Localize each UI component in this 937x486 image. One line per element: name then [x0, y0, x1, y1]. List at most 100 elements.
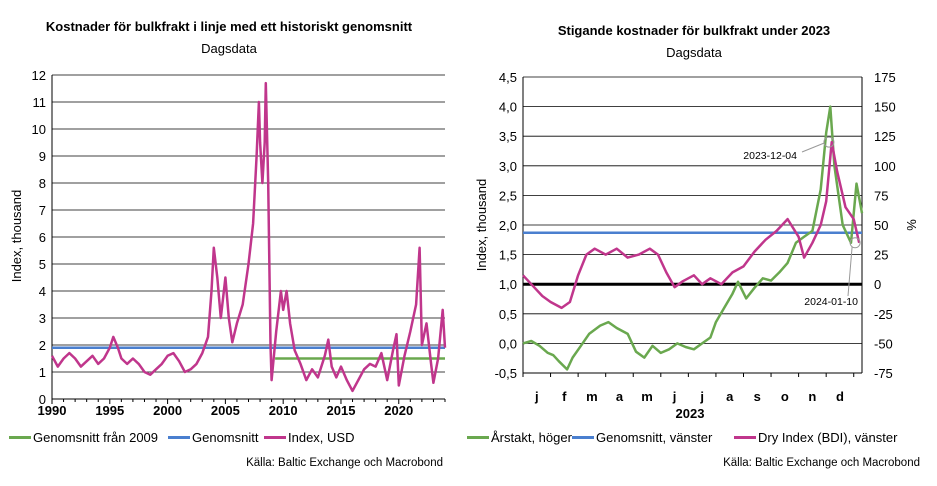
y-tick-label-left: 2,0 [499, 218, 517, 233]
right-y-axis-label-left: Index, thousand [474, 179, 489, 272]
x-tick-label: a [616, 389, 624, 404]
y-tick-label-right: -75 [874, 366, 893, 381]
left-chart-subtitle: Dagsdata [201, 41, 257, 56]
left-legend: Genomsnitt från 2009 Genomsnitt Index, U… [9, 430, 354, 445]
y-tick-label-left: 3,5 [499, 129, 517, 144]
y-tick-label-left: -0,5 [495, 366, 517, 381]
right-year-label: 2023 [676, 406, 705, 421]
y-tick-label-left: 4,0 [499, 100, 517, 115]
annotation-leader [801, 142, 825, 153]
y-tick-label: 3 [39, 311, 46, 326]
y-tick-label-left: 0,5 [499, 307, 517, 322]
series-line [522, 140, 861, 310]
right-legend-item-3: Dry Index (BDI), vänster [758, 430, 898, 445]
x-tick-label: m [641, 389, 653, 404]
x-tick-label: j [672, 389, 677, 404]
right-y-axis-label-right: % [904, 219, 919, 231]
legend-swatch-green [467, 436, 489, 439]
right-annotations: 2023-12-04 2024-01-10 [743, 136, 861, 308]
left-y-axis-label: Index, thousand [9, 190, 24, 283]
x-tick-label: 1995 [95, 403, 124, 418]
annotation-marker [823, 136, 835, 148]
x-tick-label: 2010 [269, 403, 298, 418]
left-legend-item-2: Genomsnitt [192, 430, 259, 445]
y-tick-label: 9 [39, 149, 46, 164]
right-legend-item-2: Genomsnitt, vänster [596, 430, 713, 445]
right-source: Källa: Baltic Exchange och Macrobond [723, 457, 920, 469]
legend-swatch-magenta [264, 436, 286, 439]
right-chart: Stigande kostnader för bulkfrakt under 2… [467, 23, 920, 469]
x-tick-label: n [808, 389, 816, 404]
y-tick-label-right: 50 [874, 218, 888, 233]
y-tick-label: 0 [39, 392, 46, 407]
left-gridlines [51, 74, 446, 404]
y-tick-label: 5 [39, 257, 46, 272]
x-tick-label: 2005 [211, 403, 240, 418]
x-tick-label: s [754, 389, 761, 404]
left-source: Källa: Baltic Exchange och Macrobond [246, 457, 443, 469]
y-tick-label-left: 1,5 [499, 248, 517, 263]
right-y-tick-labels-right: -75 -50 -25 0 25 50 75 100 125 150 175 [874, 70, 896, 381]
y-tick-label-right: -25 [874, 307, 893, 322]
left-x-tick-labels: 1990 1995 2000 2005 2010 2015 2020 [38, 403, 414, 418]
x-tick-label: d [836, 389, 844, 404]
annotation-leader [847, 246, 853, 297]
x-tick-label: 2000 [153, 403, 182, 418]
x-tick-label: o [781, 389, 789, 404]
y-tick-label-left: 3,0 [499, 159, 517, 174]
y-tick-label: 12 [32, 68, 46, 83]
y-tick-label-left: 1,0 [499, 277, 517, 292]
x-tick-label: a [726, 389, 734, 404]
series-line [50, 81, 447, 393]
left-series [50, 81, 447, 393]
y-tick-label: 10 [32, 122, 46, 137]
left-chart: Kostnader för bulkfrakt i linje med ett … [9, 19, 447, 469]
y-tick-label-left: 0,0 [499, 336, 517, 351]
y-tick-label: 2 [39, 338, 46, 353]
y-tick-label-right: 175 [874, 70, 896, 85]
right-legend: Årstakt, höger Genomsnitt, vänster Dry I… [467, 430, 898, 445]
annotation-marker [849, 237, 861, 249]
series-line [522, 105, 864, 371]
y-tick-label-left: 2,5 [499, 188, 517, 203]
right-y-tick-labels-left: -0,5 0,0 0,5 1,0 1,5 2,0 2,5 3,0 3,5 4,0 4,5 [495, 70, 517, 381]
y-tick-label: 11 [33, 95, 47, 110]
y-tick-label: 7 [39, 203, 46, 218]
y-tick-label-left: 4,5 [499, 70, 517, 85]
x-tick-label: 2020 [384, 403, 413, 418]
legend-swatch-magenta [734, 436, 756, 439]
y-tick-label-right: 150 [874, 100, 896, 115]
legend-swatch-blue [572, 436, 594, 439]
y-tick-label-right: 100 [874, 159, 896, 174]
left-legend-item-3: Index, USD [288, 430, 354, 445]
left-chart-title: Kostnader för bulkfrakt i linje med ett … [46, 19, 413, 34]
right-chart-subtitle: Dagsdata [666, 45, 722, 60]
right-gridlines [522, 76, 863, 377]
right-chart-title: Stigande kostnader för bulkfrakt under 2… [558, 23, 830, 38]
x-tick-label: m [586, 389, 598, 404]
y-tick-label-right: -50 [874, 336, 893, 351]
y-tick-label-right: 125 [874, 129, 896, 144]
annotation-label: 2023-12-04 [743, 150, 797, 162]
y-tick-label-right: 75 [874, 188, 888, 203]
left-legend-item-1: Genomsnitt från 2009 [33, 430, 158, 445]
x-tick-label: 1990 [38, 403, 67, 418]
x-tick-label: j [699, 389, 704, 404]
legend-swatch-blue [168, 436, 190, 439]
right-series [522, 105, 864, 371]
y-tick-label: 1 [39, 365, 46, 380]
y-tick-label-right: 0 [874, 277, 881, 292]
right-legend-item-1: Årstakt, höger [491, 430, 573, 445]
y-tick-label: 4 [39, 284, 46, 299]
y-tick-label-right: 25 [874, 248, 888, 263]
x-tick-label: j [534, 389, 539, 404]
annotation-label: 2024-01-10 [804, 296, 858, 308]
x-tick-label: 2015 [327, 403, 356, 418]
y-tick-label: 6 [39, 230, 46, 245]
y-tick-label: 8 [39, 176, 46, 191]
x-tick-label: f [562, 389, 567, 404]
legend-swatch-green [9, 436, 31, 439]
